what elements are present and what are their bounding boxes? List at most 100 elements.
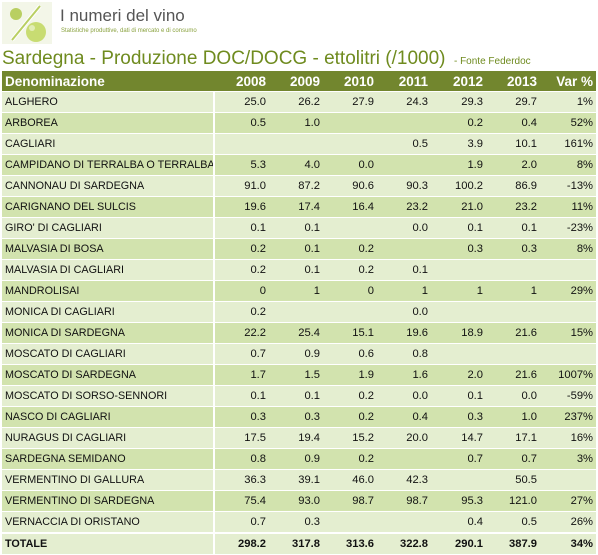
wine-grapes-percent-icon — [2, 2, 52, 44]
denomination-cell: CARIGNANO DEL SULCIS — [2, 196, 215, 218]
value-cell: 0.0 — [377, 385, 431, 407]
denomination-cell: MOSCATO DI SARDEGNA — [2, 364, 215, 386]
value-cell: 1 — [269, 280, 323, 302]
column-header: 2013 — [486, 71, 540, 92]
table-row: ALGHERO 25.0 26.2 27.9 24.3 29.3 29.7 1% — [2, 91, 596, 113]
value-cell: 0.3 — [269, 511, 323, 534]
value-cell: 0.8 — [214, 448, 269, 470]
column-header: 2009 — [269, 71, 323, 92]
value-cell: 1.6 — [377, 364, 431, 386]
value-cell: 0.4 — [377, 406, 431, 428]
value-cell: 0.4 — [431, 511, 486, 534]
total-cell: 34% — [540, 532, 596, 555]
value-cell: 90.3 — [377, 175, 431, 197]
value-cell: 18.9 — [431, 322, 486, 344]
denomination-cell: GIRO' DI CAGLIARI — [2, 217, 215, 239]
table-row: CARIGNANO DEL SULCIS 19.6 17.4 16.4 23.2 21.0… — [2, 196, 596, 218]
value-cell: 0.1 — [269, 259, 323, 281]
value-cell: 100.2 — [431, 175, 486, 197]
total-label: TOTALE — [2, 532, 215, 555]
value-cell: 0.5 — [214, 112, 269, 134]
value-cell: 0 — [323, 280, 377, 302]
value-cell: 0.2 — [323, 448, 377, 470]
value-cell: 87.2 — [269, 175, 323, 197]
value-cell: 0.7 — [431, 448, 486, 470]
value-cell: 0.7 — [214, 343, 269, 365]
denomination-cell: MONICA DI CAGLIARI — [2, 301, 215, 323]
denomination-cell: MOSCATO DI CAGLIARI — [2, 343, 215, 365]
value-cell: 1 — [377, 280, 431, 302]
denomination-cell: CAMPIDANO DI TERRALBA O TERRALBA — [2, 154, 215, 176]
value-cell: 91.0 — [214, 175, 269, 197]
table-row: NASCO DI CAGLIARI 0.3 0.3 0.2 0.4 0.3 1.0 237% — [2, 406, 596, 428]
value-cell — [323, 511, 377, 534]
denomination-cell: MOSCATO DI SORSO-SENNORI — [2, 385, 215, 407]
value-cell: 0.1 — [486, 217, 540, 239]
value-cell — [540, 259, 596, 281]
denomination-cell: NURAGUS DI CAGLIARI — [2, 427, 215, 449]
value-cell — [377, 448, 431, 470]
value-cell: 0 — [214, 280, 269, 302]
value-cell: 0.2 — [214, 301, 269, 323]
value-cell: 0.1 — [269, 217, 323, 239]
value-cell: 27% — [540, 490, 596, 512]
denomination-cell: MALVASIA DI CAGLIARI — [2, 259, 215, 281]
value-cell — [214, 133, 269, 155]
value-cell: 0.0 — [323, 154, 377, 176]
value-cell: 1.0 — [269, 112, 323, 134]
value-cell: 0.1 — [431, 217, 486, 239]
table-row: MANDROLISAI 0 1 0 1 1 1 29% — [2, 280, 596, 302]
value-cell: 42.3 — [377, 469, 431, 491]
value-cell — [486, 301, 540, 323]
value-cell — [269, 301, 323, 323]
value-cell: 0.3 — [431, 238, 486, 260]
denomination-cell: MALVASIA DI BOSA — [2, 238, 215, 260]
header-row: Denominazione 2008 2009 2010 2011 2012 2… — [2, 71, 596, 92]
value-cell: 0.2 — [323, 385, 377, 407]
table-row: SARDEGNA SEMIDANO 0.8 0.9 0.2 0.7 0.7 3% — [2, 448, 596, 470]
value-cell: 0.8 — [377, 343, 431, 365]
value-cell — [377, 238, 431, 260]
value-cell — [540, 343, 596, 365]
value-cell: 29.7 — [486, 91, 540, 113]
column-header: Denominazione — [2, 71, 214, 92]
value-cell: 14.7 — [431, 427, 486, 449]
value-cell: -23% — [540, 217, 596, 239]
value-cell: 90.6 — [323, 175, 377, 197]
denomination-cell: MONICA DI SARDEGNA — [2, 322, 215, 344]
denomination-cell: SARDEGNA SEMIDANO — [2, 448, 215, 470]
table-title: Sardegna - Produzione DOC/DOCG - ettolit… — [2, 48, 446, 69]
source-note: - Fonte Federdoc — [453, 56, 531, 67]
value-cell: 0.0 — [377, 217, 431, 239]
value-cell: 1 — [431, 280, 486, 302]
value-cell: 23.2 — [486, 196, 540, 218]
value-cell: 0.3 — [431, 406, 486, 428]
total-cell: 322.8 — [377, 532, 431, 555]
value-cell: 1007% — [540, 364, 596, 386]
table-row: VERMENTINO DI GALLURA 36.3 39.1 46.0 42.3 50.… — [2, 469, 596, 491]
value-cell: 16.4 — [323, 196, 377, 218]
value-cell — [431, 301, 486, 323]
value-cell: 17.5 — [214, 427, 269, 449]
value-cell: 39.1 — [269, 469, 323, 491]
value-cell: 0.5 — [486, 511, 540, 534]
table-row: NURAGUS DI CAGLIARI 17.5 19.4 15.2 20.0 14.7 1… — [2, 427, 596, 449]
total-cell: 290.1 — [431, 532, 486, 555]
value-cell: 46.0 — [323, 469, 377, 491]
value-cell: 1.0 — [486, 406, 540, 428]
value-cell: 0.4 — [486, 112, 540, 134]
table-row: VERMENTINO DI SARDEGNA 75.4 93.0 98.7 98.7 95… — [2, 490, 596, 512]
value-cell: 75.4 — [214, 490, 269, 512]
value-cell: 1.9 — [431, 154, 486, 176]
value-cell: 0.7 — [486, 448, 540, 470]
page-title: Sardegna - Produzione DOC/DOCG - ettolit… — [2, 48, 531, 70]
value-cell — [323, 112, 377, 134]
value-cell: 24.3 — [377, 91, 431, 113]
table-row: MALVASIA DI BOSA 0.2 0.1 0.2 0.3 0.3 8% — [2, 238, 596, 260]
value-cell: 21.6 — [486, 322, 540, 344]
column-header: 2011 — [377, 71, 431, 92]
value-cell: 21.0 — [431, 196, 486, 218]
value-cell: 16% — [540, 427, 596, 449]
denomination-cell: CAGLIARI — [2, 133, 215, 155]
value-cell: 17.4 — [269, 196, 323, 218]
